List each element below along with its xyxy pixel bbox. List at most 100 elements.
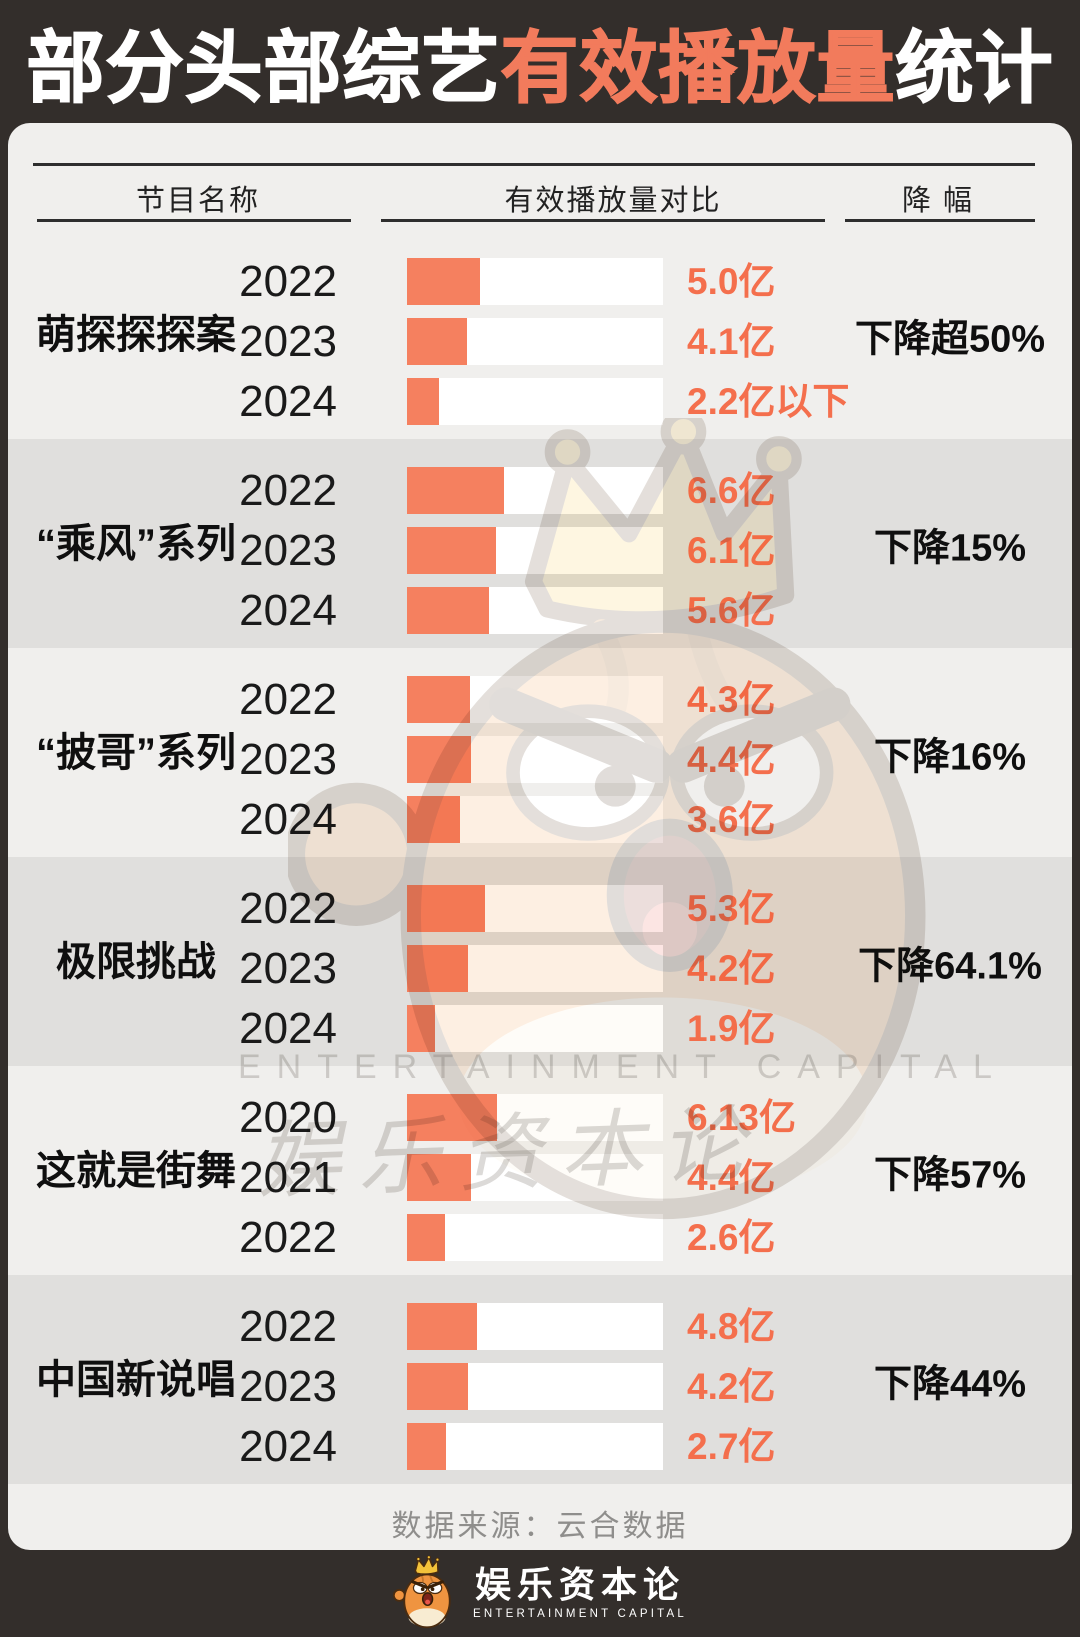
- value-label: 5.6亿: [687, 590, 776, 631]
- bar-track: [407, 467, 663, 514]
- bar-track: [407, 378, 663, 425]
- program-group: “披哥”系列 2022 4.3亿 2023 4.4亿 2024 3.6亿 下降16%: [8, 648, 1072, 857]
- bar-track: [407, 587, 663, 634]
- year-label: 2022: [239, 257, 337, 306]
- bar-fill: [407, 318, 467, 365]
- bar-track: [407, 796, 663, 843]
- header-underline-comparison: [381, 219, 825, 222]
- column-header-program: 节目名称: [135, 185, 260, 217]
- bar-fill: [407, 736, 471, 783]
- bar-track: [407, 1005, 663, 1052]
- value-label: 2.2亿以下: [687, 381, 850, 422]
- bar-fill: [407, 1303, 477, 1350]
- value-label: 6.1亿: [687, 530, 776, 571]
- year-label: 2024: [239, 377, 337, 426]
- bar-track: [407, 676, 663, 723]
- decline-label: 下降57%: [873, 1154, 1027, 1196]
- infographic-title: 部分头部综艺 有效播放量 统计: [0, 0, 1080, 123]
- bar-row: 2024 3.6亿: [8, 796, 1072, 843]
- year-label: 2022: [239, 884, 337, 933]
- bar-track: [407, 258, 663, 305]
- year-label: 2023: [239, 735, 337, 784]
- bar-row: 2022 2.6亿: [8, 1214, 1072, 1261]
- value-label: 4.4亿: [687, 739, 776, 780]
- header-underline-decline: [845, 219, 1035, 222]
- mascot-logo-icon: [393, 1556, 452, 1629]
- program-name: 这就是街舞: [36, 1148, 236, 1193]
- value-label: 3.6亿: [687, 799, 776, 840]
- program-group: 中国新说唱 2022 4.8亿 2023 4.2亿 2024 2.7亿 下降44%: [8, 1275, 1072, 1484]
- value-label: 4.3亿: [687, 679, 776, 720]
- bar-track: [407, 1363, 663, 1410]
- year-label: 2020: [239, 1093, 337, 1142]
- value-label: 1.9亿: [687, 1008, 776, 1049]
- program-name: 极限挑战: [56, 939, 216, 984]
- bar-fill: [407, 587, 489, 634]
- program-name: 萌探探探案: [36, 312, 236, 357]
- bar-fill: [407, 1363, 468, 1410]
- year-label: 2022: [239, 1302, 337, 1351]
- bar-track: [407, 736, 663, 783]
- groups: 萌探探探案 2022 5.0亿 2023 4.1亿 2024 2.2亿以下 下降超50% “乘风…: [8, 230, 1072, 1484]
- bar-fill: [407, 1214, 445, 1261]
- column-header-decline: 降 幅: [901, 185, 975, 217]
- bar-row: 2024 2.7亿: [8, 1423, 1072, 1470]
- title-highlight: 有效播放量: [500, 23, 896, 113]
- value-label: 2.7亿: [687, 1426, 776, 1467]
- bar-track: [407, 527, 663, 574]
- title-suffix: 统计: [895, 23, 1054, 113]
- column-header-comparison: 有效播放量对比: [504, 185, 722, 217]
- year-label: 2023: [239, 1362, 337, 1411]
- logo-subtitle: ENTERTAINMENT CAPITAL: [473, 1607, 687, 1620]
- program-name: “乘风”系列: [36, 521, 236, 566]
- bar-fill: [407, 945, 468, 992]
- header-top-rule: [33, 163, 1035, 166]
- decline-label: 下降超50%: [854, 318, 1046, 360]
- bar-row: 2022 5.0亿: [8, 258, 1072, 305]
- program-group: 这就是街舞 2020 6.13亿 2021 4.4亿 2022 2.6亿 下降57%: [8, 1066, 1072, 1275]
- bar-track: [407, 945, 663, 992]
- bar-track: [407, 885, 663, 932]
- bar-track: [407, 1303, 663, 1350]
- value-label: 4.2亿: [687, 948, 776, 989]
- header-underline-program: [37, 219, 351, 222]
- year-label: 2024: [239, 795, 337, 844]
- stats-panel: 节目名称 有效播放量对比 降 幅 萌探探探案 2022 5.0亿 2023 4.1亿 20…: [8, 123, 1072, 1550]
- year-label: 2023: [239, 944, 337, 993]
- bar-fill: [407, 1154, 471, 1201]
- value-label: 5.3亿: [687, 888, 776, 929]
- bar-fill: [407, 796, 460, 843]
- bar-fill: [407, 676, 470, 723]
- bar-fill: [407, 258, 480, 305]
- bar-row: 2022 4.8亿: [8, 1303, 1072, 1350]
- decline-label: 下降44%: [873, 1363, 1027, 1405]
- value-label: 2.6亿: [687, 1217, 776, 1258]
- bar-track: [407, 1214, 663, 1261]
- value-label: 4.1亿: [687, 321, 776, 362]
- year-label: 2024: [239, 1004, 337, 1053]
- bar-fill: [407, 527, 496, 574]
- bar-fill: [407, 1423, 446, 1470]
- bar-fill: [407, 1005, 435, 1052]
- program-name: 中国新说唱: [36, 1357, 236, 1402]
- bar-track: [407, 1154, 663, 1201]
- logo-name: 娱乐资本论: [474, 1564, 685, 1607]
- bar-track: [407, 1094, 663, 1141]
- bar-fill: [407, 1094, 497, 1141]
- bar-fill: [407, 885, 485, 932]
- bar-row: 2022 5.3亿: [8, 885, 1072, 932]
- year-label: 2022: [239, 1213, 337, 1262]
- bar-row: 2022 4.3亿: [8, 676, 1072, 723]
- data-source-note: 数据来源：云合数据: [391, 1510, 689, 1543]
- decline-label: 下降16%: [873, 736, 1027, 778]
- program-group: “乘风”系列 2022 6.6亿 2023 6.1亿 2024 5.6亿 下降15%: [8, 439, 1072, 648]
- year-label: 2022: [239, 466, 337, 515]
- bar-row: 2024 1.9亿: [8, 1005, 1072, 1052]
- program-group: 萌探探探案 2022 5.0亿 2023 4.1亿 2024 2.2亿以下 下降超50%: [8, 230, 1072, 439]
- bar-row: 2022 6.6亿: [8, 467, 1072, 514]
- year-label: 2021: [239, 1153, 337, 1202]
- title-prefix: 部分头部综艺: [26, 23, 501, 113]
- bar-row: 2023 4.2亿: [8, 1363, 1072, 1410]
- bar-track: [407, 318, 663, 365]
- bar-row: 2024 2.2亿以下: [8, 378, 1072, 425]
